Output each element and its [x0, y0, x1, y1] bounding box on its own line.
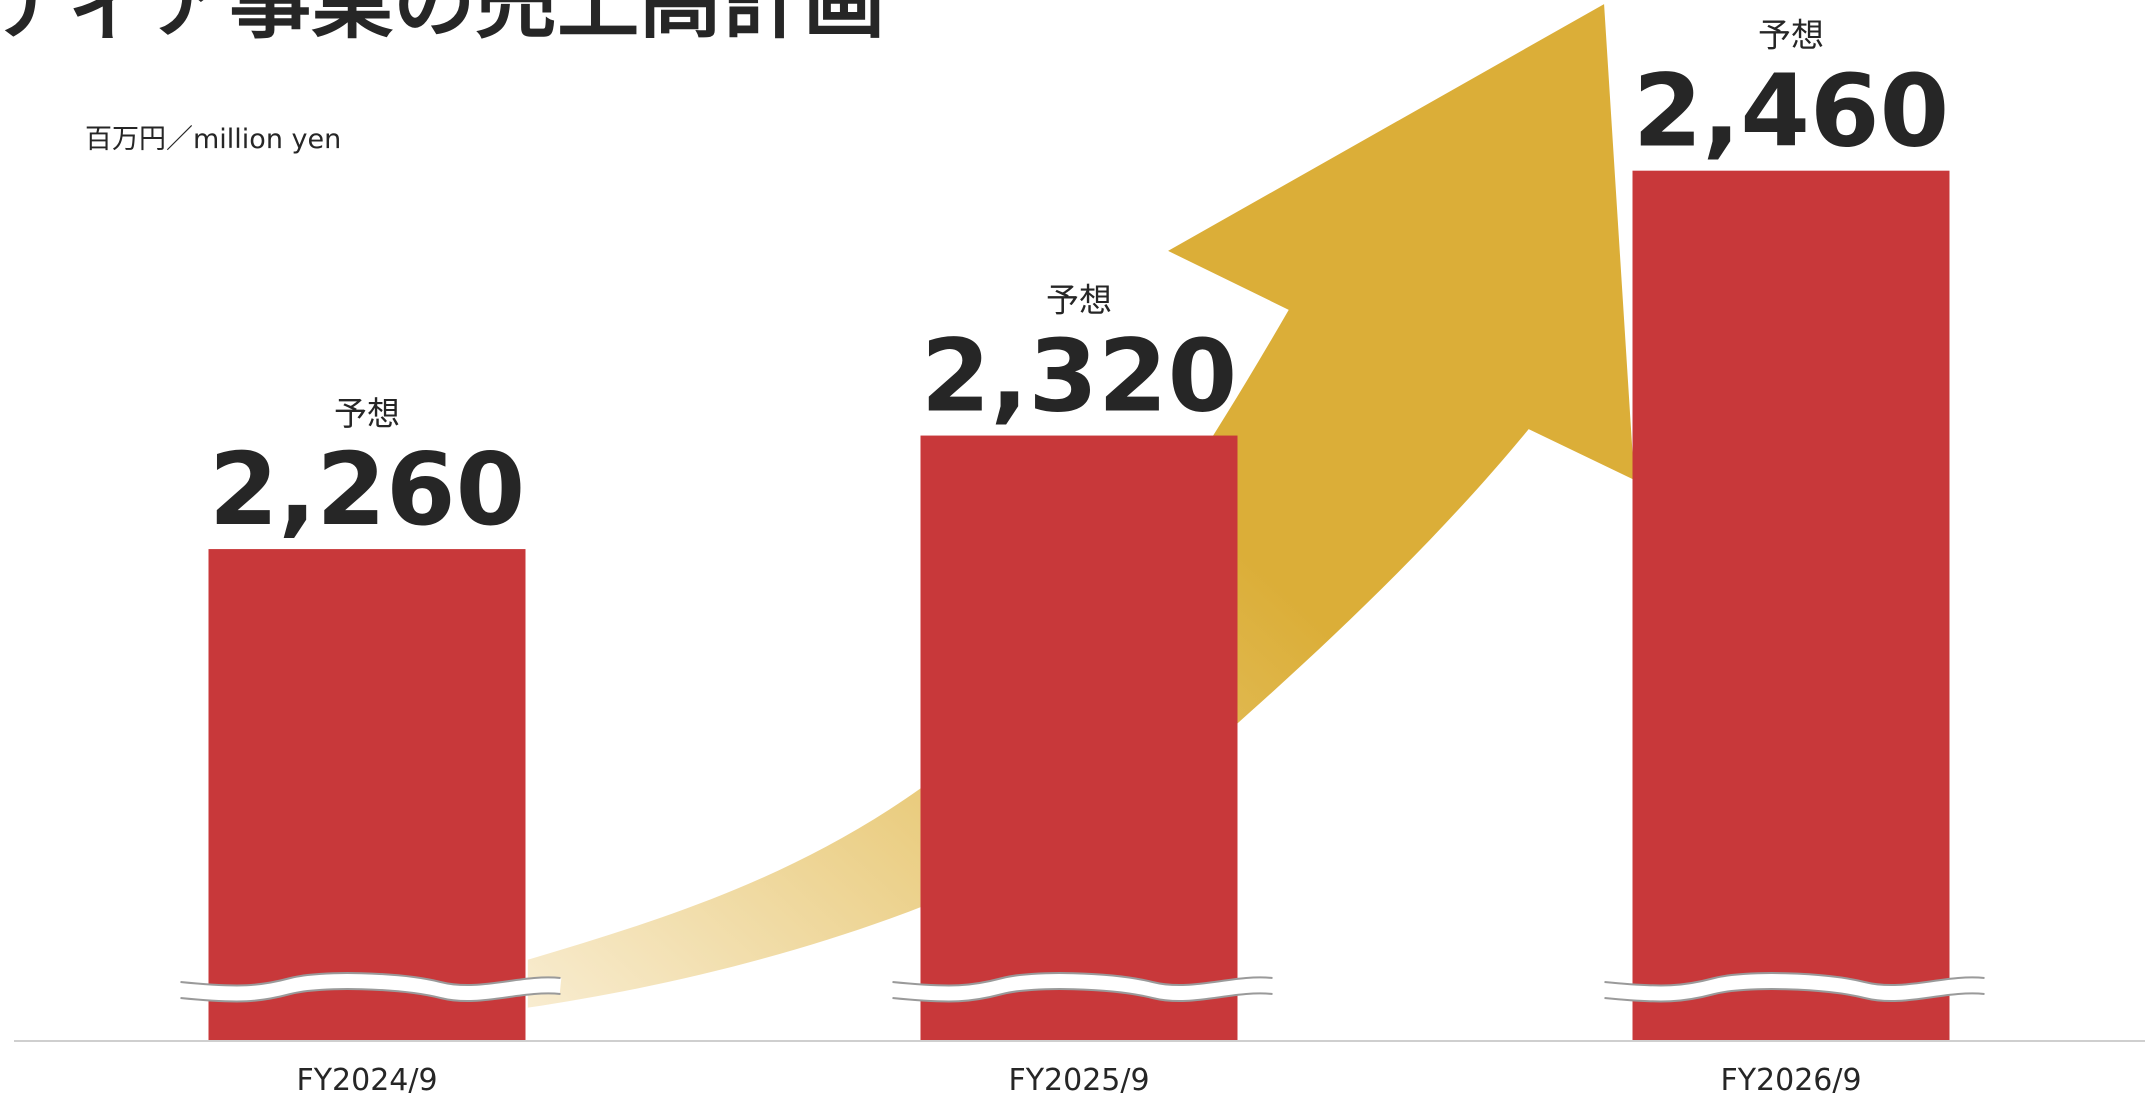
axis-break: [1603, 973, 1986, 1002]
value-label: 2,260: [209, 431, 525, 548]
x-tick-label: FY2024/9: [296, 1063, 437, 1097]
axis-break: [891, 973, 1274, 1002]
bar: [920, 435, 1238, 1041]
growth-arrow: [527, 4, 1635, 1008]
axis-break: [179, 973, 562, 1002]
plot: 2,260予想FY2024/92,320予想FY2025/92,460予想FY2…: [14, 16, 2145, 1097]
bar: [1632, 170, 1950, 1041]
value-label: 2,460: [1633, 53, 1949, 170]
annotation: 予想: [1758, 16, 1824, 55]
chart-title: メディア事業の売上高計画: [0, 0, 885, 50]
x-tick-label: FY2026/9: [1720, 1063, 1861, 1097]
annotation: 予想: [1046, 281, 1112, 320]
annotation: 予想: [334, 394, 400, 433]
axis-break-edge: [1604, 988, 1985, 1003]
axis-break-edge: [892, 972, 1273, 987]
axis-break-edge: [180, 988, 561, 1003]
axis-break-edge: [1604, 972, 1985, 987]
value-label: 2,320: [921, 318, 1237, 435]
axis-break-edge: [180, 972, 561, 987]
x-tick-label: FY2025/9: [1008, 1063, 1149, 1097]
bar: [208, 549, 526, 1041]
unit-label: 百万円／million yen: [85, 124, 341, 155]
axis-break-edge: [892, 988, 1273, 1003]
